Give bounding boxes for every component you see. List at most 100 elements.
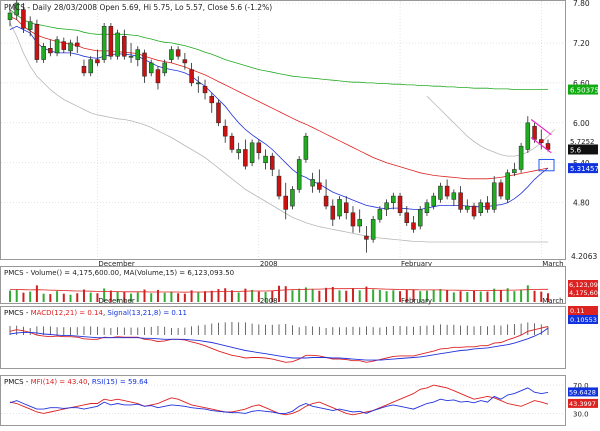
price-tick-label: 4.80: [573, 199, 590, 208]
candle-body: [183, 60, 187, 63]
candle-body: [62, 42, 66, 50]
candle-body: [69, 43, 73, 51]
volume-bar: [480, 292, 482, 302]
volume-bar: [164, 293, 166, 302]
candle-body: [506, 173, 510, 200]
candle-body: [445, 186, 449, 196]
volume-tag-label: 4,175,600: [569, 289, 600, 297]
candle-body: [156, 70, 160, 83]
rsi-tag-label: 59.6428: [569, 388, 596, 396]
candle-body: [210, 96, 214, 103]
candle-body: [465, 206, 469, 209]
volume-bar: [137, 292, 139, 302]
candle-body: [519, 146, 523, 169]
volume-bar: [291, 290, 293, 302]
volume-bar: [433, 290, 435, 302]
volume-bar: [224, 288, 226, 302]
volume-bar: [278, 286, 280, 302]
volume-bar: [318, 291, 320, 302]
candle-body: [277, 176, 281, 196]
candle-body: [385, 203, 389, 210]
rsi-title: PMCS - MFI(14) = 43.40, RSI(15) = 59.64: [4, 378, 149, 386]
volume-bar: [339, 290, 341, 302]
volume-bar: [352, 288, 354, 302]
candle-body: [324, 196, 328, 206]
candle-body: [459, 193, 463, 210]
candle-body: [492, 183, 496, 210]
candle-body: [237, 149, 241, 152]
volume-bar: [332, 287, 334, 302]
price-tick-label: 7.20: [573, 39, 590, 48]
rsi-tag-label: 43.3997: [569, 400, 596, 408]
rsi-title-part: PMCS -: [4, 378, 31, 386]
volume-bar: [90, 293, 92, 302]
candle-body: [425, 203, 429, 213]
volume-bar: [150, 293, 152, 302]
volume-bar: [359, 290, 361, 302]
candle-body: [75, 43, 79, 46]
volume-tag-label: 6,123,093: [569, 281, 600, 289]
volume-x-label: December: [98, 297, 134, 305]
volume-bar: [43, 294, 45, 302]
candle-body: [143, 53, 147, 76]
candle-body: [48, 48, 52, 53]
price-tick-label: 7.80: [573, 0, 590, 8]
volume-bar: [197, 292, 199, 302]
price-tag-label: 5.31457: [570, 165, 599, 173]
volume-bar: [534, 291, 536, 302]
rsi-panel: PMCS - MFI(14) = 43.40, RSI(15) = 59.64 …: [1, 376, 599, 426]
volume-bar: [16, 290, 18, 303]
volume-bar: [238, 292, 240, 302]
candle-body: [116, 33, 120, 56]
candle-body: [95, 60, 99, 63]
macd-title-part: Signal(13,21,8) = 0.11: [107, 309, 187, 317]
candle-body: [344, 203, 348, 213]
volume-bar: [63, 294, 65, 302]
candle-body: [438, 186, 442, 199]
volume-bar: [500, 290, 502, 302]
volume-bar: [527, 285, 529, 302]
volume-bar: [513, 291, 515, 302]
volume-bar: [217, 289, 219, 302]
volume-bar: [312, 289, 314, 302]
macd-title: PMCS - MACD(12,21) = 0.14, Signal(13,21,…: [4, 309, 187, 317]
volume-bar: [9, 291, 11, 302]
volume-bar: [22, 293, 24, 302]
candle-body: [28, 22, 32, 30]
volume-bar: [204, 291, 206, 302]
volume-bar: [325, 288, 327, 302]
volume-bar: [29, 292, 31, 302]
candle-body: [129, 56, 133, 57]
candle-body: [371, 219, 375, 239]
candle-body: [250, 143, 254, 163]
volume-bar: [345, 291, 347, 302]
candle-body: [243, 149, 247, 166]
volume-bar: [285, 286, 287, 302]
price-tag-label: 5.6: [570, 146, 582, 154]
rsi-tick-label: 30.0: [573, 410, 589, 418]
candle-body: [412, 223, 416, 230]
candle-body: [42, 46, 46, 59]
volume-bar: [231, 290, 233, 302]
price-panel: PMCS - Daily 28/03/2008 Open 5.69, Hi 5.…: [1, 0, 599, 268]
volume-bar: [386, 291, 388, 302]
candle-body: [512, 169, 516, 172]
volume-x-label: February: [401, 297, 432, 305]
candle-body: [190, 70, 194, 83]
volume-bar: [446, 290, 448, 302]
candle-body: [264, 156, 268, 163]
volume-bar: [453, 292, 455, 302]
candle-body: [55, 40, 59, 53]
candle-body: [485, 203, 489, 210]
candle-body: [311, 179, 315, 186]
candle-body: [109, 26, 113, 56]
candle-body: [82, 66, 86, 73]
candle-body: [230, 136, 234, 149]
volume-bar: [372, 290, 374, 303]
candle-body: [122, 36, 126, 56]
rsi-title-part: RSI(15) = 59.64: [92, 378, 149, 386]
volume-bar: [439, 289, 441, 302]
